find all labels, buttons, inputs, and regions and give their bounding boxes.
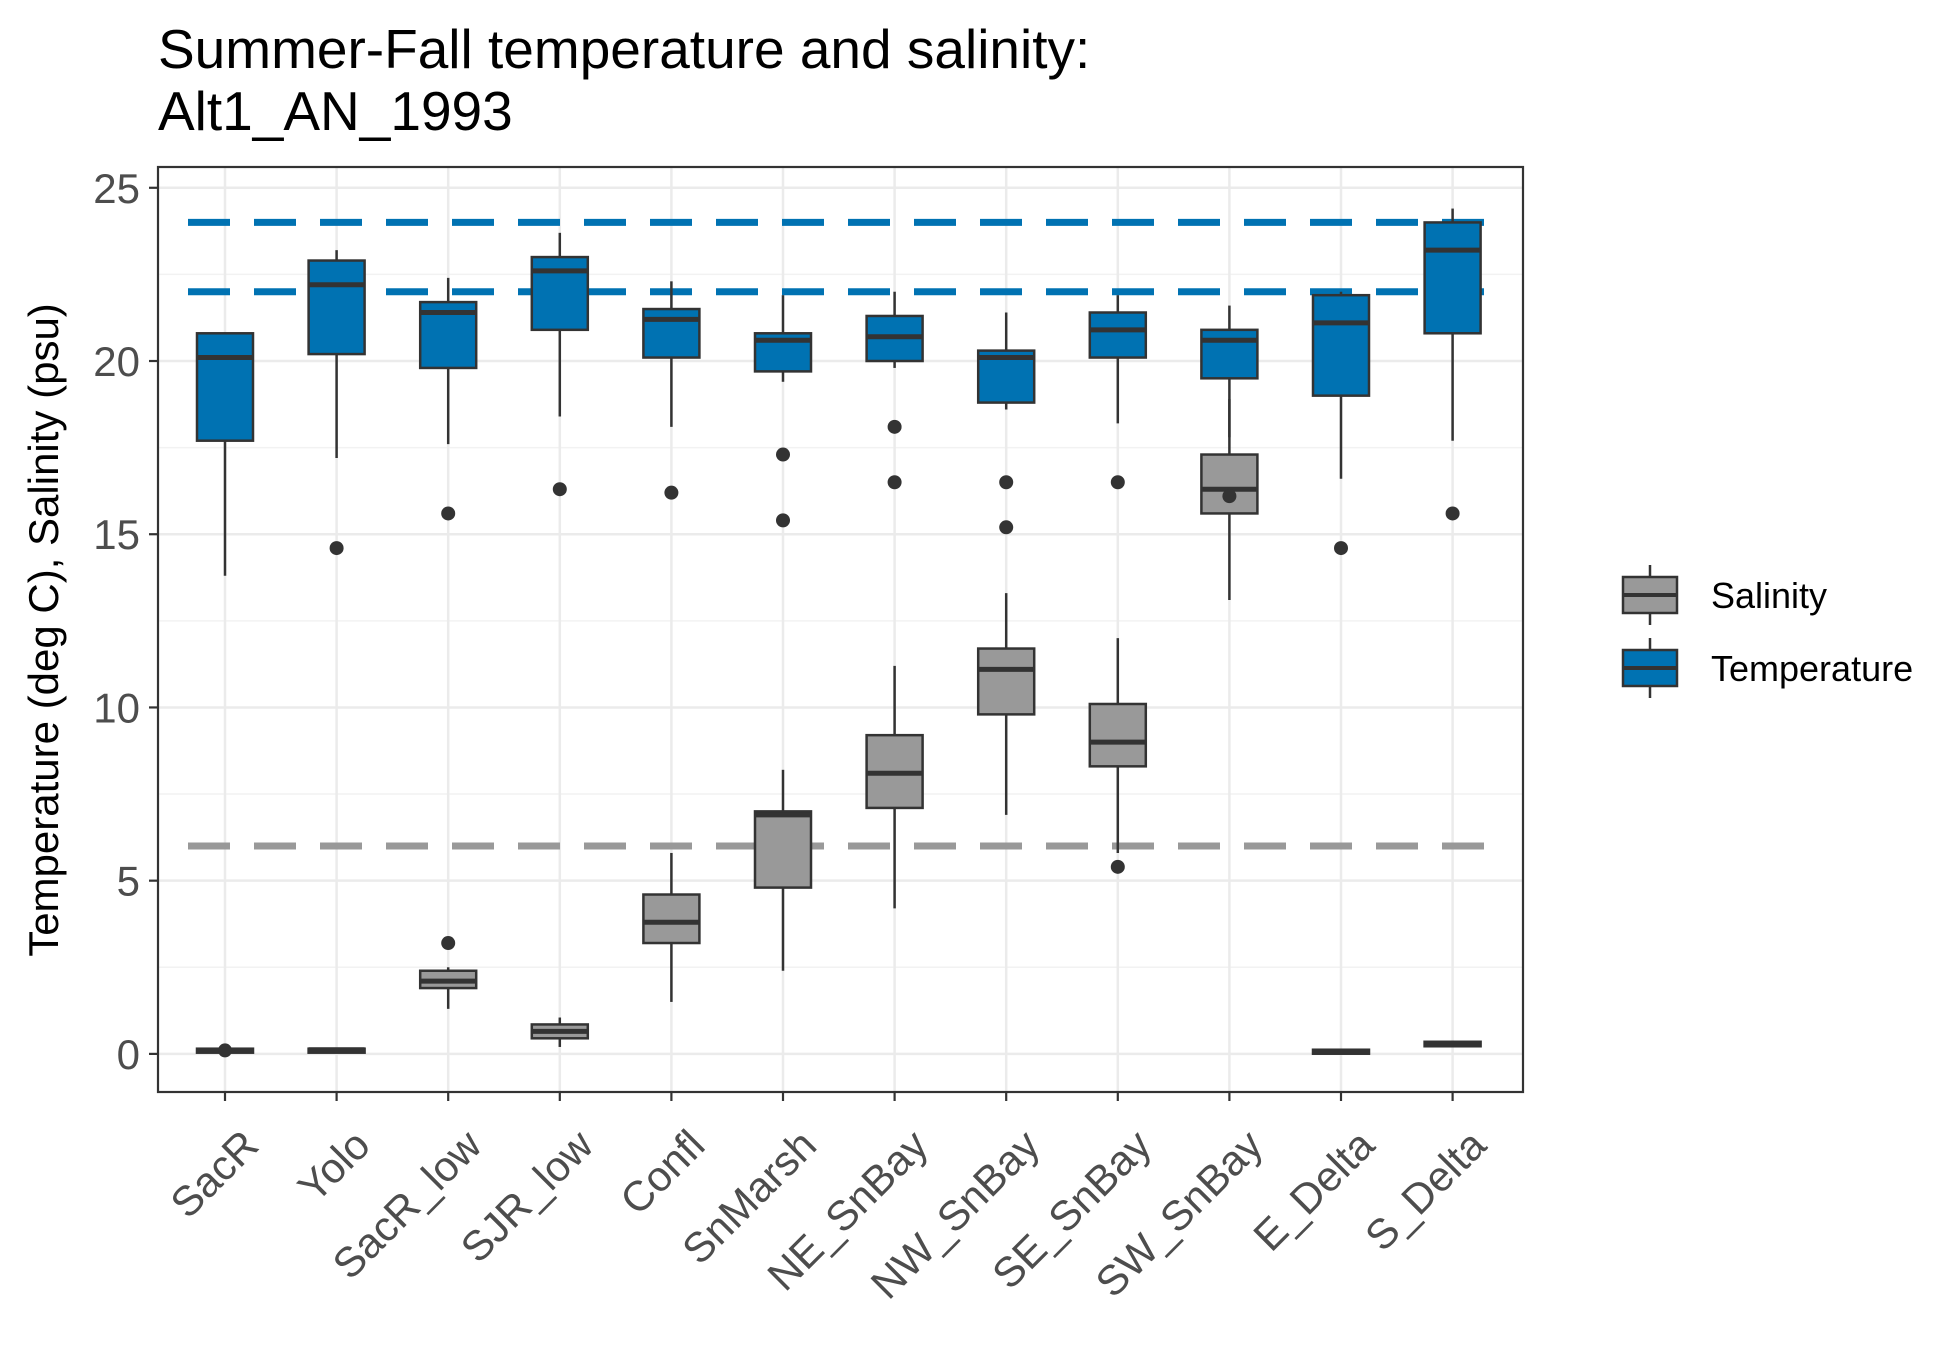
box-body	[307, 259, 366, 356]
box-body	[753, 810, 813, 889]
box-temperature-SnMarsh	[753, 295, 813, 528]
x-tick-label: Yolo	[289, 1121, 379, 1211]
chart-title-line-1: Summer-Fall temperature and salinity:	[158, 18, 1091, 80]
x-tick-label: E_Delta	[1244, 1120, 1383, 1259]
box-body	[976, 647, 1036, 716]
plot-panel-background	[158, 167, 1523, 1092]
plot-panel-border	[156, 165, 1525, 1094]
outlier-point	[1222, 489, 1237, 504]
box-temperature-SW_SnBay	[1200, 305, 1259, 504]
box-temperature-S_Delta	[1423, 208, 1482, 521]
reference-lines	[188, 218, 1503, 850]
box-salinity-NE_SnBay	[865, 665, 924, 909]
x-tick-label: S_Delta	[1356, 1120, 1495, 1259]
outlier-point	[887, 475, 902, 490]
box-body	[195, 332, 255, 442]
outlier-point	[552, 482, 567, 497]
y-tick-label: 0	[117, 1031, 140, 1078]
box-body	[1200, 328, 1259, 380]
outlier-point	[999, 475, 1014, 490]
box-temperature-SJR_low	[530, 232, 590, 497]
x-tick-label: Confl	[611, 1121, 714, 1224]
box-temperature-NE_SnBay	[865, 291, 924, 490]
outlier-point	[329, 541, 344, 556]
box-body	[642, 307, 701, 359]
box-temperature-SE_SnBay	[1088, 295, 1148, 490]
box-body	[530, 255, 590, 332]
y-tick-label: 10	[93, 684, 140, 731]
legend-item-salinity: Salinity	[1621, 565, 1827, 625]
box-body	[1311, 293, 1371, 397]
outlier-point	[1110, 475, 1125, 490]
outlier-point	[218, 1043, 232, 1058]
box-temperature-Yolo	[307, 250, 366, 556]
outlier-point	[1110, 859, 1125, 874]
outlier-point	[887, 419, 902, 434]
outlier-point	[664, 485, 679, 500]
legend-label: Temperature	[1711, 648, 1913, 689]
y-axis: 0 5 10 15 20 25	[93, 165, 158, 1078]
legend-label: Salinity	[1711, 575, 1827, 616]
box-salinity-SacR_low	[418, 936, 478, 1009]
outlier-point	[441, 506, 456, 521]
box-temperature-NW_SnBay	[976, 312, 1036, 535]
box-salinity-Confl	[642, 852, 701, 1002]
chart-title: Summer-Fall temperature and salinity: Al…	[158, 18, 1090, 142]
box-marks	[195, 208, 1482, 1058]
outlier-point	[776, 447, 790, 462]
legend-item-temperature: Temperature	[1621, 638, 1913, 698]
box-salinity-SnMarsh	[753, 769, 813, 971]
box-body	[1088, 702, 1148, 768]
outlier-point	[776, 513, 790, 528]
outlier-point	[1334, 541, 1348, 556]
box-body	[642, 893, 701, 945]
box-salinity-SJR_low	[530, 1017, 590, 1047]
box-body	[1423, 221, 1482, 335]
box-salinity-NW_SnBay	[976, 593, 1036, 815]
box-temperature-E_Delta	[1311, 291, 1371, 556]
outlier-point	[441, 936, 456, 951]
y-tick-label: 25	[93, 165, 140, 212]
box-salinity-SW_SnBay	[1200, 399, 1259, 601]
box-temperature-SacR_low	[418, 277, 478, 521]
outlier-point	[999, 520, 1014, 535]
box-salinity-S_Delta	[1423, 1040, 1482, 1048]
box-temperature-SacR	[195, 332, 255, 576]
y-tick-label: 15	[93, 511, 140, 558]
box-body	[1088, 311, 1148, 359]
legend: Salinity Temperature	[1621, 565, 1913, 698]
box-salinity-SacR	[195, 1043, 255, 1058]
y-axis-title: Temperature (deg C), Salinity (psu)	[20, 303, 67, 957]
x-tick-label: SacR	[161, 1121, 267, 1227]
box-salinity-E_Delta	[1311, 1048, 1371, 1055]
box-temperature-Confl	[642, 281, 701, 500]
outlier-point	[1445, 506, 1460, 521]
chart-title-line-2: Alt1_AN_1993	[158, 80, 513, 142]
box-salinity-SE_SnBay	[1088, 638, 1148, 874]
y-tick-label: 5	[117, 858, 140, 905]
box-salinity-Yolo	[307, 1047, 366, 1054]
y-tick-label: 20	[93, 338, 140, 385]
box-body	[1200, 453, 1259, 515]
